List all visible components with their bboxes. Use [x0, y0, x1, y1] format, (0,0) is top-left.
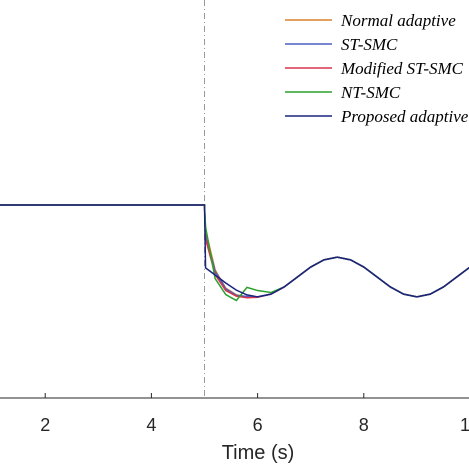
legend-label: NT-SMC — [340, 83, 401, 102]
x-tick-label: 6 — [253, 415, 263, 435]
x-tick-label: 10 — [460, 415, 469, 435]
legend-label: Modified ST-SMC — [340, 59, 464, 78]
legend-label: Proposed adaptive — [340, 107, 469, 126]
series-line — [0, 204, 469, 298]
series-line — [0, 204, 469, 298]
x-tick-label: 2 — [40, 415, 50, 435]
series-line — [0, 204, 469, 302]
legend-label: Normal adaptive — [340, 11, 456, 30]
x-axis-title: Time (s) — [222, 442, 295, 464]
series-line — [0, 204, 469, 299]
legend-label: ST-SMC — [341, 35, 398, 54]
x-tick-label: 4 — [146, 415, 156, 435]
x-tick-label: 8 — [359, 415, 369, 435]
series-line — [0, 204, 469, 298]
